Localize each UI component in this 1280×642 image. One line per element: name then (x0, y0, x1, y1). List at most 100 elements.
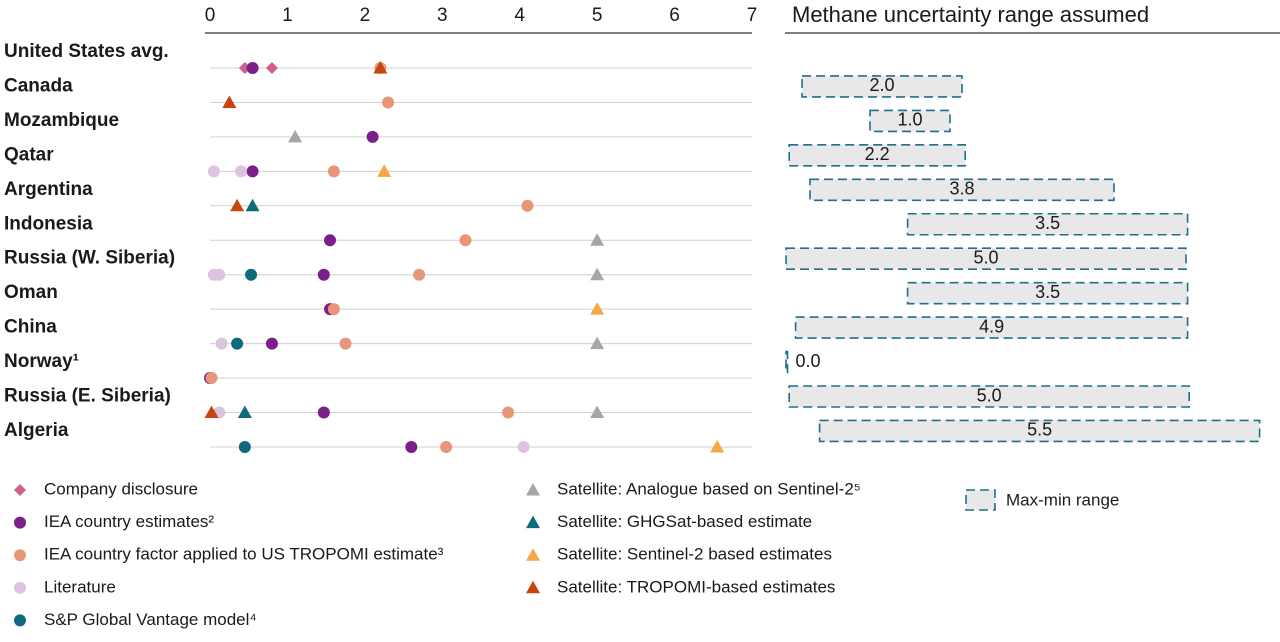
x-tick-label: 3 (437, 5, 448, 26)
range-box (818, 419, 1261, 443)
category-label: Russia (W. Siberia) (4, 248, 175, 269)
legend-label: Satellite: Analogue based on Sentinel-2⁵ (557, 479, 861, 498)
range-label: 0.0 (795, 351, 820, 371)
data-point (245, 268, 258, 281)
category-label: Argentina (4, 179, 93, 200)
legend-label: Max-min range (1006, 490, 1119, 509)
legend-label: Literature (44, 577, 116, 596)
category-label: Russia (E. Siberia) (4, 386, 171, 407)
legend-label: Satellite: GHGSat-based estimate (557, 512, 812, 531)
range-label: 5.0 (977, 385, 1002, 405)
range-box (906, 212, 1189, 236)
category-label: China (4, 317, 57, 338)
range-box (869, 109, 951, 133)
data-point (413, 268, 426, 281)
legend-marker (14, 581, 26, 594)
data-point (265, 337, 278, 350)
data-point (590, 405, 605, 418)
range-label: 2.0 (869, 75, 894, 95)
legend-marker (965, 489, 996, 511)
range-box (809, 178, 1115, 202)
range-label: 2.2 (865, 144, 890, 164)
data-point (521, 199, 534, 212)
data-point (204, 405, 219, 418)
legend-label: Satellite: TROPOMI-based estimates (557, 577, 835, 596)
legend-marker (14, 484, 26, 496)
x-tick-label: 5 (592, 5, 603, 26)
range-box (794, 316, 1189, 339)
category-label: Canada (4, 75, 73, 96)
data-point (590, 336, 605, 350)
x-tick-label: 4 (514, 5, 525, 26)
range-label: 5.0 (973, 247, 998, 267)
data-point (230, 198, 245, 212)
range-box (788, 144, 967, 167)
data-point (327, 165, 340, 178)
x-tick-label: 2 (360, 5, 371, 26)
range-box (788, 385, 1191, 408)
data-point (517, 440, 530, 453)
legend-marker (526, 548, 540, 561)
category-label: United States avg. (4, 41, 169, 62)
data-point (710, 439, 725, 453)
category-label: Norway¹ (4, 351, 79, 372)
legend-label: Satellite: Sentinel-2 based estimates (557, 545, 832, 564)
range-label: 3.8 (949, 179, 974, 199)
category-label: Algeria (4, 420, 69, 441)
range-box (785, 350, 789, 374)
x-tick-label: 7 (747, 5, 758, 26)
legend-marker (526, 483, 540, 496)
data-point (377, 164, 392, 177)
data-point (327, 303, 340, 316)
legend-marker (526, 580, 540, 594)
data-point (590, 267, 605, 281)
data-point (215, 337, 228, 350)
legend-marker (14, 516, 26, 529)
data-point (246, 62, 259, 74)
data-point (373, 61, 388, 74)
data-point (234, 165, 247, 178)
data-point (590, 233, 605, 246)
data-point (502, 406, 515, 419)
legend-label: IEA country estimates² (44, 512, 214, 531)
range-title: Methane uncertainty range assumed (792, 2, 1149, 27)
legend-marker (526, 515, 540, 529)
x-tick-label: 0 (205, 5, 216, 26)
data-point (213, 268, 226, 281)
data-point (288, 129, 303, 143)
data-point (366, 130, 379, 143)
range-box (906, 281, 1189, 305)
data-point (246, 165, 259, 178)
category-label: Qatar (4, 144, 54, 165)
range-label: 5.5 (1027, 420, 1052, 440)
category-label: Oman (4, 282, 58, 303)
data-point (324, 234, 337, 247)
x-tick-label: 1 (282, 5, 293, 26)
data-point (317, 268, 330, 281)
data-point (237, 405, 252, 418)
data-point (207, 165, 220, 178)
data-point (222, 95, 237, 108)
data-point (590, 302, 605, 315)
range-box (785, 247, 1187, 270)
range-label: 3.5 (1035, 213, 1060, 233)
data-point (459, 234, 472, 247)
data-point (205, 372, 218, 385)
x-tick-label: 6 (669, 5, 680, 26)
data-point (440, 440, 453, 453)
data-point (382, 96, 395, 109)
range-box (801, 75, 963, 98)
category-label: Indonesia (4, 213, 93, 234)
data-point (265, 62, 278, 74)
legend-marker (14, 549, 26, 562)
legend-label: IEA country factor applied to US TROPOMI… (44, 545, 444, 564)
legend-marker (14, 614, 26, 627)
data-point (317, 406, 330, 419)
category-label: Mozambique (4, 110, 119, 131)
data-point (339, 337, 352, 350)
range-label: 3.5 (1035, 282, 1060, 302)
data-point (405, 440, 418, 453)
data-point (238, 440, 251, 453)
data-point (231, 337, 244, 350)
